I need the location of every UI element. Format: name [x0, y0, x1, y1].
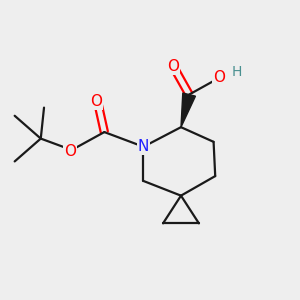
Text: N: N — [138, 139, 149, 154]
Text: O: O — [90, 94, 102, 109]
Text: O: O — [214, 70, 226, 85]
Text: H: H — [231, 65, 242, 79]
Text: O: O — [167, 59, 179, 74]
Text: O: O — [64, 144, 76, 159]
Polygon shape — [181, 93, 196, 127]
